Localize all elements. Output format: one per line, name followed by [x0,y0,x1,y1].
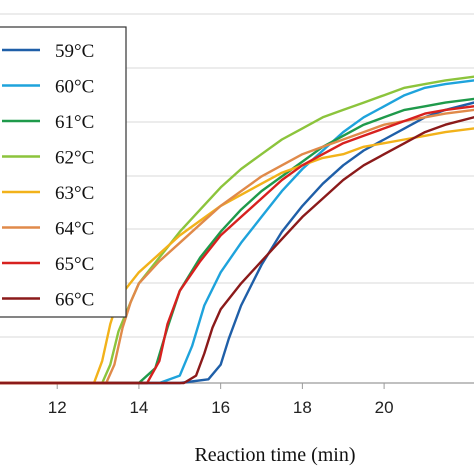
x-axis-label: Reaction time (min) [194,444,355,466]
legend-label-3: 62°C [55,148,94,169]
x-ticks: 12 14 16 18 20 [48,383,394,417]
legend: 59°C 60°C 61°C 62°C 63°C 64°C 65°C 66°C [0,26,127,318]
legend-label-4: 63°C [55,183,94,204]
x-tick-label-12: 12 [48,398,67,417]
legend-label-0: 59°C [55,41,94,62]
series-line-6 [0,105,474,385]
legend-label-7: 66°C [55,290,94,311]
x-tick-label-16: 16 [211,398,230,417]
legend-box [0,26,127,318]
series-line-5 [0,108,474,385]
x-tick-label-18: 18 [293,398,312,417]
series-line-1 [0,79,474,385]
legend-label-6: 65°C [55,254,94,275]
series-line-0 [0,101,474,385]
legend-label-5: 64°C [55,219,94,240]
series-line-7 [0,116,474,385]
legend-label-1: 60°C [55,77,94,98]
legend-label-2: 61°C [55,112,94,133]
x-tick-label-14: 14 [129,398,148,417]
x-tick-label-20: 20 [375,398,394,417]
